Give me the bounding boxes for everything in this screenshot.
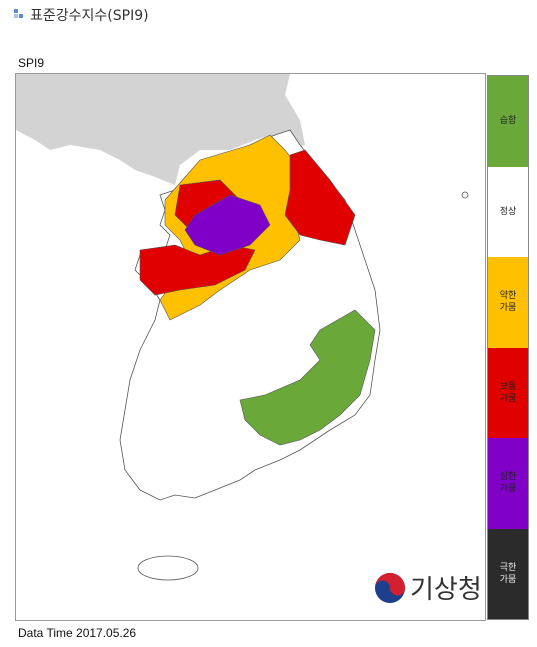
jeju [137,555,199,581]
data-time: Data Time 2017.05.26 [18,626,137,640]
map-label: SPI9 [18,56,45,70]
legend-item: 정상 [488,166,528,257]
region [284,149,356,246]
logo-text: 기상청 [410,575,482,605]
legend-label: 보통 가뭄 [499,381,517,404]
logo: 기상청 [375,573,482,605]
legend-label: 습함 [499,116,517,127]
region [239,309,376,446]
legend-item: 약한 가뭄 [488,257,528,348]
legend-item: 심한 가뭄 [488,438,528,529]
title-icon [14,9,23,18]
ulleungdo [461,191,469,199]
legend-label: 정상 [499,206,517,217]
legend-label: 극한 가뭄 [499,562,517,585]
legend-item: 습함 [488,76,528,167]
page-title: 표준강수지수(SPI9) [30,8,149,24]
legend-item: 보통 가뭄 [488,347,528,438]
region [184,194,271,256]
region [139,244,256,296]
legend-item: 극한 가뭄 [488,528,528,619]
legend-label: 심한 가뭄 [499,472,517,495]
legend-label: 약한 가뭄 [499,291,517,314]
north-korea [16,74,305,185]
